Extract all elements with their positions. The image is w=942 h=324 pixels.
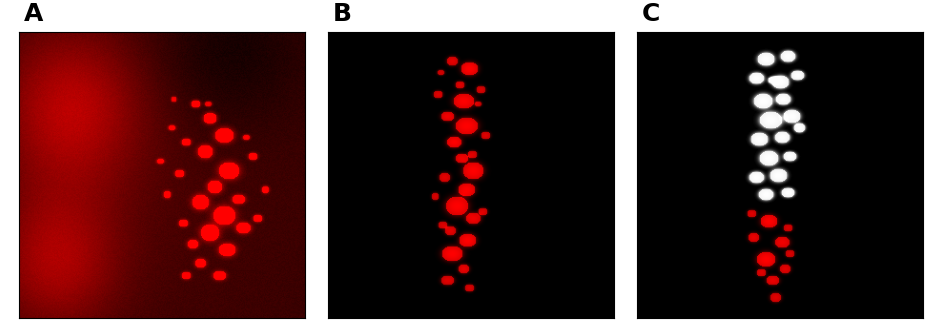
Text: A: A: [24, 2, 43, 26]
Text: C: C: [642, 2, 660, 26]
Text: B: B: [333, 2, 352, 26]
